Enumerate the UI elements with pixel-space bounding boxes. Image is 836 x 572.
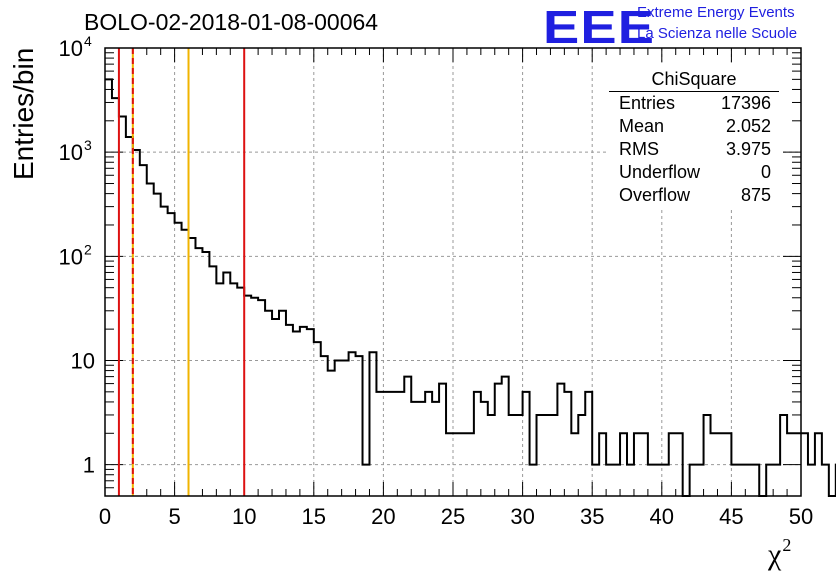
stats-row-rms: RMS 3.975 (619, 139, 771, 159)
stats-row-overflow: Overflow 875 (619, 185, 771, 205)
x-tick-label: 15 (302, 504, 326, 529)
x-tick-label: 40 (650, 504, 674, 529)
stats-row-mean: Mean 2.052 (619, 116, 771, 136)
x-tick-label: 35 (580, 504, 604, 529)
y-tick-label: 10 (59, 140, 83, 165)
y-axis-label: Entries/bin (8, 47, 39, 180)
histogram-series (105, 78, 836, 497)
x-tick-label: 0 (99, 504, 111, 529)
logo-line-1: Extreme Energy Events (637, 4, 795, 21)
plot-frame (104, 47, 802, 497)
y-tick-label: 1 (83, 453, 95, 478)
x-tick-label: 10 (232, 504, 256, 529)
y-tick-exponent: 3 (84, 137, 92, 153)
run-title: BOLO-02-2018-01-08-00064 (84, 9, 379, 35)
x-tick-label: 50 (789, 504, 813, 529)
stats-row-entries: Entries 17396 (619, 93, 771, 113)
stats-box: ChiSquare Entries 17396 Mean 2.052 RMS 3.97… (608, 66, 780, 210)
y-tick-exponent: 4 (84, 33, 92, 49)
x-tick-label: 20 (371, 504, 395, 529)
x-axis-label: χ2 (768, 535, 792, 571)
y-tick-label: 10 (59, 244, 83, 269)
stats-title: ChiSquare (609, 67, 779, 92)
y-tick-label: 10 (59, 36, 83, 61)
y-tick-exponent: 2 (84, 241, 92, 257)
stats-row-underflow: Underflow 0 (619, 162, 771, 182)
x-tick-label: 25 (441, 504, 465, 529)
x-tick-label: 5 (168, 504, 180, 529)
logo-line-2: La Scienza nelle Scuole (637, 25, 798, 42)
x-tick-label: 30 (510, 504, 534, 529)
eee-logo: EEE (543, 1, 656, 53)
x-tick-label: 45 (719, 504, 743, 529)
y-tick-label: 10 (71, 348, 95, 373)
